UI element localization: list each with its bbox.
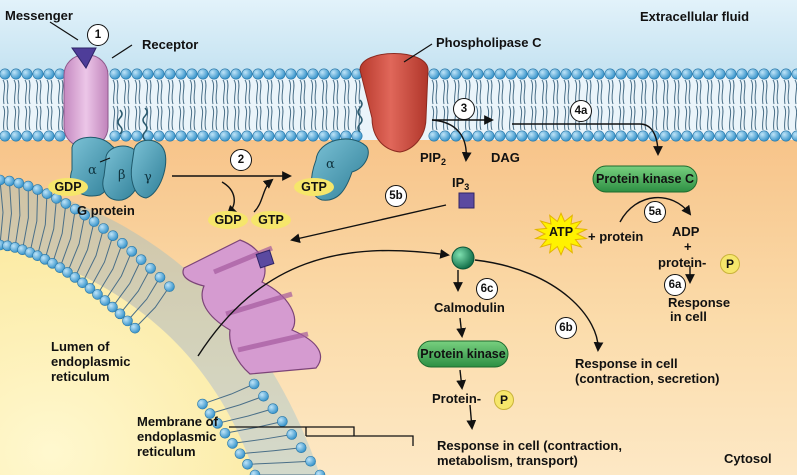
- lumen-label-line3: reticulum: [51, 369, 110, 384]
- er-membrane-bracket: [229, 426, 414, 446]
- response-6b-line1: Response in cell: [575, 356, 678, 371]
- ip3-bound: [255, 249, 275, 269]
- phospholipase-c-label: Phospholipase C: [436, 35, 542, 50]
- messenger-label: Messenger: [5, 8, 73, 23]
- arrow-to-response-6c: [466, 404, 477, 430]
- step-2-badge: 2: [230, 149, 252, 171]
- step-6c-badge: 6c: [476, 278, 498, 300]
- protein-kinase-label: Protein kinase: [420, 347, 506, 361]
- calcium-ion: [451, 246, 475, 270]
- plus-label: +: [684, 239, 692, 254]
- gamma-subunit-label: γ: [144, 170, 152, 185]
- protein-kinase-enzyme: [417, 340, 509, 368]
- phospholipase-c-enzyme: [359, 53, 429, 153]
- step-3-badge: 3: [453, 98, 475, 120]
- lumen-label-line2: endoplasmic: [51, 354, 131, 369]
- messenger-molecule: [71, 47, 97, 69]
- protein-kinase-c-label: Protein kinase C: [596, 172, 694, 186]
- dag-label: DAG: [491, 150, 520, 165]
- receptor-label: Receptor: [142, 37, 199, 52]
- gtp-bound-oval: GTP: [294, 178, 334, 196]
- er-lumen: [0, 245, 255, 475]
- pip2-text: PIP: [420, 150, 441, 165]
- calmodulin-label: Calmodulin: [434, 300, 505, 315]
- response-6b-line2: (contraction, secretion): [575, 371, 720, 386]
- step-6b-badge: 6b: [555, 317, 577, 339]
- response-6a-line2: in cell: [670, 309, 707, 324]
- plus-protein-label: + protein: [588, 229, 644, 244]
- arrow-5a: [619, 196, 692, 223]
- gtp-free-oval: GTP: [251, 211, 291, 229]
- adp-label: ADP: [672, 224, 700, 239]
- arrow-6b: [474, 259, 604, 352]
- protein-p-right-label: protein-: [658, 255, 707, 270]
- ip3-molecule: [458, 192, 475, 209]
- ip3-subscript: 3: [464, 182, 470, 192]
- protein-p-left-label: Protein-: [432, 391, 482, 406]
- leader-lines: [49, 21, 433, 163]
- response-6c-line2: metabolism, transport): [437, 453, 578, 468]
- ip3-text: IP: [452, 175, 465, 190]
- alpha-active-label: α: [326, 157, 335, 172]
- step-4a-badge: 4a: [570, 100, 592, 122]
- arrow-dag-to-pkc: [512, 123, 663, 156]
- phosphate-left-chip: P: [494, 390, 514, 410]
- membrane-label-line2: endoplasmic: [137, 429, 217, 444]
- gdp-bound-oval: GDP: [48, 178, 88, 196]
- alpha-subunit-label: α: [88, 163, 97, 178]
- ip3-receptor-channel: [182, 239, 322, 375]
- atp-label: ATP: [548, 225, 574, 239]
- atp-star: [533, 211, 589, 257]
- pip2-label: PIP2: [420, 150, 446, 170]
- arrow-gtp-bind: [253, 178, 274, 213]
- receptor-protein: [63, 47, 363, 148]
- er-membrane: [0, 174, 326, 475]
- phosphate-right-chip: P: [720, 254, 740, 274]
- arrow-pip2: [431, 119, 472, 162]
- arrow-calmodulin-to-pk: [456, 317, 467, 338]
- arrow-calcium-release: [197, 249, 450, 357]
- g-protein-label: G protein: [77, 203, 135, 218]
- arrow-ip3-to-channel: [290, 204, 447, 244]
- response-6c-line1: Response in cell (contraction,: [437, 438, 622, 453]
- membrane-label-line3: reticulum: [137, 444, 196, 459]
- gdp-free-oval: GDP: [208, 211, 248, 229]
- ip3-label: IP3: [452, 175, 469, 195]
- step-1-badge: 1: [87, 24, 109, 46]
- membrane-label-line1: Membrane of: [137, 414, 218, 429]
- protein-kinase-c-enzyme: [592, 165, 698, 193]
- response-6a-line1: Response: [668, 295, 731, 310]
- extracellular-fluid-label: Extracellular fluid: [640, 9, 750, 24]
- lumen-label-line1: Lumen of: [51, 339, 110, 354]
- arrow-pk-to-protein-p: [456, 369, 467, 390]
- beta-subunit-label: β: [118, 168, 126, 183]
- cytosol-label: Cytosol: [724, 451, 772, 466]
- pip2-subscript: 2: [440, 157, 446, 167]
- step-5b-badge: 5b: [385, 185, 407, 207]
- step-5a-badge: 5a: [644, 201, 666, 223]
- pathway-arrows: [172, 115, 695, 430]
- step-6a-badge: 6a: [664, 274, 686, 296]
